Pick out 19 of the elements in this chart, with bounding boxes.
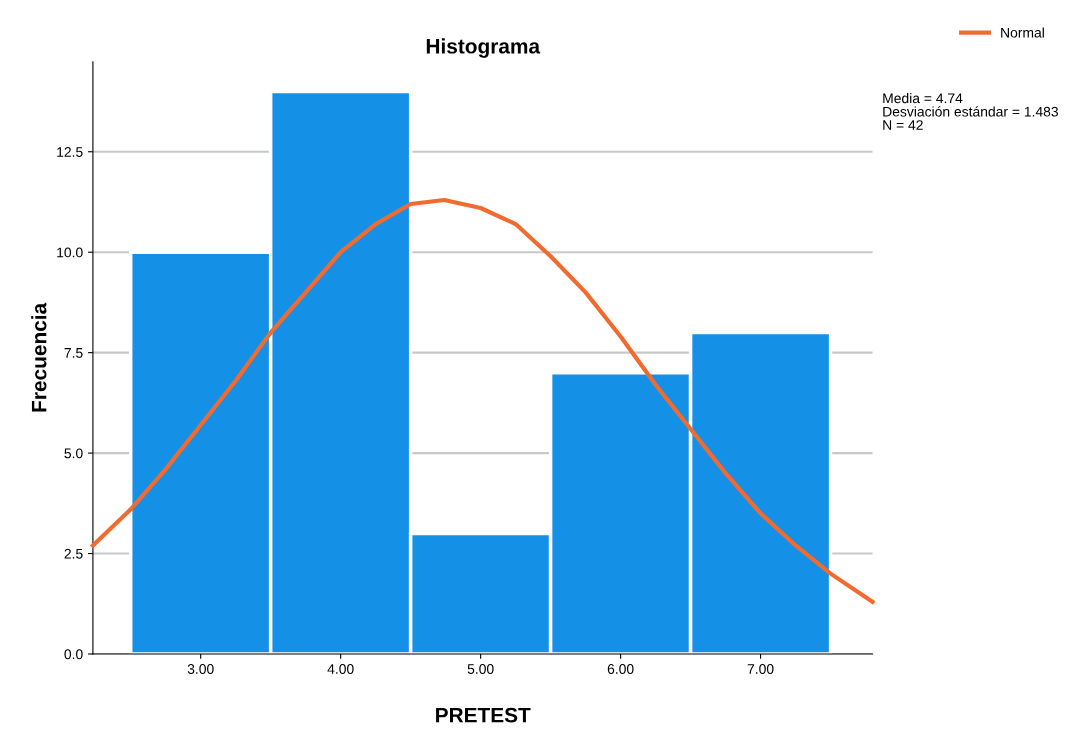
- x-tick-label: 4.00: [327, 664, 354, 674]
- x-tick-label: 3.00: [187, 664, 214, 674]
- y-tick-label: 12.5: [57, 147, 83, 157]
- x-axis-title: PRETEST: [436, 707, 531, 723]
- y-tick-label: 10.0: [57, 247, 83, 258]
- y-tick-label: 5.0: [64, 448, 83, 459]
- legend-label: Normal: [1001, 27, 1044, 38]
- y-tick-label: 0.0: [64, 649, 83, 660]
- y-tick-label: 2.5: [64, 548, 83, 559]
- text: Desviación estándar = 1.483: [883, 106, 1058, 117]
- line-series: [90, 197, 875, 604]
- x-tick-label: 6.00: [607, 664, 634, 674]
- y-axis-title: Frecuencia: [31, 302, 47, 412]
- y-tick-label: 7.5: [64, 348, 83, 358]
- x-tick-label: 7.00: [747, 664, 774, 674]
- text: Media = 4.74: [883, 93, 963, 104]
- x-tick-label: 5.00: [467, 664, 494, 674]
- chart-title: Histograma: [426, 38, 541, 58]
- text: N = 42: [883, 120, 923, 130]
